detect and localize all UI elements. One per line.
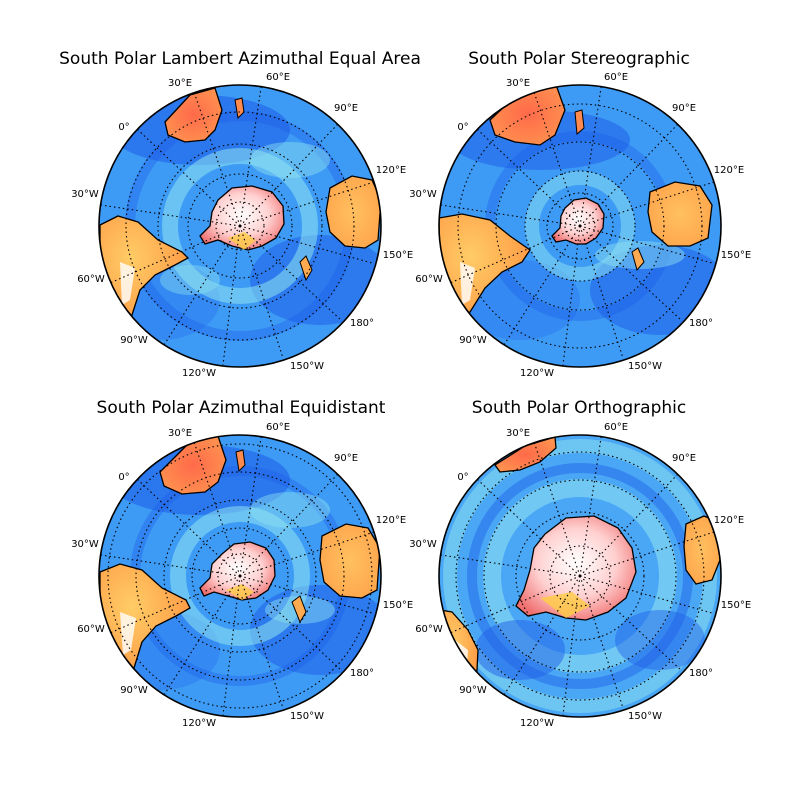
lon-labels: 60°E 90°E 120°E 150°E 180° 150°W 120°W 9…	[71, 72, 413, 379]
lon-label: 0°	[118, 472, 129, 483]
lon-label: 150°E	[383, 250, 413, 261]
lon-label: 180°	[689, 668, 713, 679]
lon-label: 30°W	[409, 189, 437, 200]
graticule	[100, 86, 381, 366]
lon-label: 150°E	[721, 250, 751, 261]
map-boundary	[438, 84, 722, 368]
lon-label: 90°E	[334, 453, 358, 464]
lon-label: 30°E	[506, 78, 530, 89]
lon-label: 60°W	[77, 624, 105, 635]
lon-label: 180°	[350, 318, 374, 329]
australia	[325, 175, 381, 249]
lon-label: 150°W	[628, 711, 662, 722]
lon-label: 90°E	[672, 453, 696, 464]
lon-label: 90°E	[334, 103, 358, 114]
lon-label: 120°E	[376, 515, 406, 526]
map-panel-ortho: South Polar Orthographic	[409, 398, 751, 729]
map-field	[439, 435, 721, 717]
lon-label: 90°W	[120, 685, 148, 696]
map-panel-stere: South Polar Stereographic	[409, 49, 751, 379]
lon-label: 120°E	[714, 165, 744, 176]
lon-label: 60°W	[415, 624, 443, 635]
lon-label: 120°E	[376, 165, 406, 176]
lon-label: 30°E	[168, 428, 192, 439]
antarctica	[515, 515, 637, 621]
lon-label: 120°W	[520, 368, 554, 379]
australia	[683, 515, 721, 585]
map-panel-laea: South Polar Lambert Azimuthal Equal Area	[59, 49, 421, 379]
lon-labels: 60°E 90°E 120°E 150°E 180° 150°W 120°W 9…	[409, 422, 751, 729]
lon-label: 120°W	[520, 718, 554, 729]
lon-label: 150°W	[628, 361, 662, 372]
lon-label: 30°E	[168, 78, 192, 89]
lon-label: 60°E	[266, 422, 290, 433]
lon-label: 90°W	[459, 685, 487, 696]
lon-label: 60°W	[77, 274, 105, 285]
australia	[319, 523, 381, 599]
lon-label: 180°	[689, 318, 713, 329]
lon-labels: 60°E 90°E 120°E 150°E 180° 150°W 120°W 9…	[409, 72, 751, 379]
lon-label: 150°W	[290, 711, 324, 722]
panel-title: South Polar Stereographic	[468, 49, 690, 69]
lon-label: 150°W	[290, 361, 324, 372]
lon-labels: 60°E 90°E 120°E 150°E 180° 150°W 120°W 9…	[71, 422, 413, 729]
panel-title: South Polar Orthographic	[472, 398, 686, 418]
africa	[164, 87, 223, 143]
lon-label: 60°W	[415, 274, 443, 285]
lon-label: 0°	[457, 122, 468, 133]
antarctica	[199, 185, 285, 251]
lon-label: 180°	[350, 668, 374, 679]
panel-title: South Polar Azimuthal Equidistant	[97, 398, 386, 418]
lon-label: 0°	[118, 122, 129, 133]
lon-label: 120°W	[182, 368, 216, 379]
lon-label: 150°E	[721, 600, 751, 611]
lon-label: 30°W	[409, 539, 437, 550]
africa	[489, 85, 566, 146]
lon-label: 120°W	[182, 718, 216, 729]
lon-label: 90°W	[120, 335, 148, 346]
lon-label: 60°E	[266, 72, 290, 83]
map-boundary	[98, 84, 382, 368]
graticule	[440, 86, 721, 366]
lon-label: 150°E	[383, 600, 413, 611]
australia	[647, 181, 713, 247]
lon-label: 60°E	[604, 72, 628, 83]
lon-label: 30°E	[506, 428, 530, 439]
lon-label: 120°E	[714, 515, 744, 526]
lon-label: 90°E	[672, 103, 696, 114]
map-boundary	[438, 434, 722, 718]
map-boundary	[98, 434, 382, 718]
graticule	[100, 436, 381, 716]
map-panel-aeqd: South Polar Azimuthal Equidistant	[71, 398, 413, 729]
lon-label: 90°W	[459, 335, 487, 346]
lon-label: 30°W	[71, 189, 99, 200]
panel-title: South Polar Lambert Azimuthal Equal Area	[59, 49, 421, 69]
map-field	[99, 85, 381, 367]
map-field	[99, 435, 381, 717]
graticule	[440, 436, 721, 716]
lon-label: 30°W	[71, 539, 99, 550]
lon-label: 60°E	[604, 422, 628, 433]
lon-label: 0°	[457, 472, 468, 483]
